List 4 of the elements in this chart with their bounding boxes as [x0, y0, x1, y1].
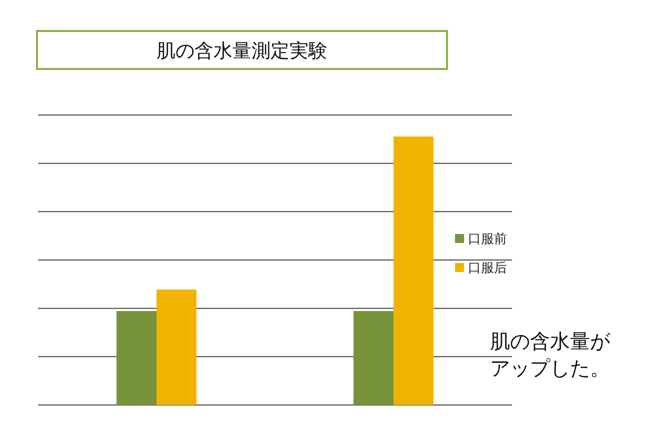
legend-label: 口服后 [468, 261, 507, 276]
legend-label: 口服前 [468, 232, 507, 247]
annotation: 肌の含水量がアップした。 [490, 329, 611, 380]
chart-title: 肌の含水量測定実験 [156, 40, 328, 62]
